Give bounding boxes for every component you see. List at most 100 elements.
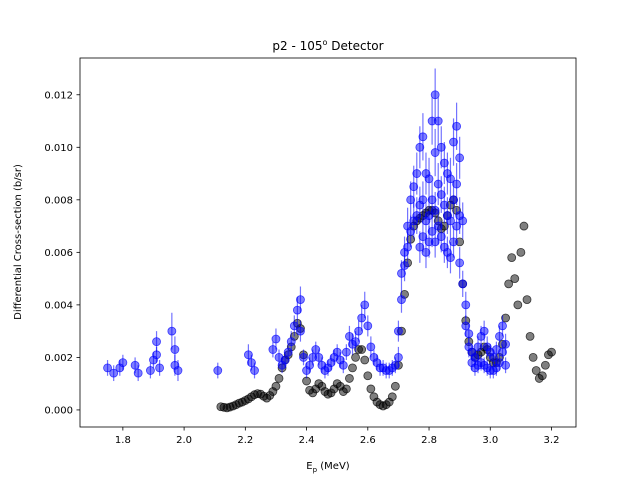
data-point xyxy=(152,350,161,360)
y-tick-label: 0.012 xyxy=(44,90,73,101)
data-point xyxy=(439,158,449,168)
x-tick-label: 3.0 xyxy=(482,435,498,446)
data-point xyxy=(397,268,406,278)
data-point xyxy=(390,360,400,370)
data-point xyxy=(390,381,400,391)
data-point xyxy=(446,216,455,226)
data-point xyxy=(155,363,165,373)
data-point xyxy=(531,366,541,375)
data-point xyxy=(341,384,351,394)
data-point xyxy=(430,148,440,157)
data-point xyxy=(418,132,428,142)
axes xyxy=(79,57,577,428)
data-point xyxy=(357,345,367,354)
data-point xyxy=(130,360,140,370)
axes-frame xyxy=(79,57,577,428)
data-point xyxy=(360,300,370,310)
data-point xyxy=(268,345,278,354)
y-tick-label: 0.002 xyxy=(44,353,73,364)
data-point xyxy=(271,381,281,391)
data-point xyxy=(173,366,183,375)
data-point xyxy=(406,226,416,236)
x-axis-title: Ep (MeV) xyxy=(306,461,349,474)
data-point xyxy=(394,326,403,336)
x-tick-label: 1.8 xyxy=(115,435,131,446)
data-point xyxy=(415,142,425,152)
data-point xyxy=(430,237,440,247)
data-point xyxy=(247,358,256,368)
data-point xyxy=(449,237,458,247)
data-point xyxy=(415,242,425,252)
data-point xyxy=(394,353,403,362)
x-tick-label: 2.6 xyxy=(360,435,376,446)
data-point xyxy=(427,226,437,236)
y-tick-label: 0.010 xyxy=(44,143,73,154)
chart-title: p2 - 105o Detector xyxy=(272,38,383,53)
data-point xyxy=(418,232,428,241)
x-axis-title-main: E xyxy=(306,461,312,472)
data-point xyxy=(433,116,443,126)
data-point xyxy=(452,179,461,189)
y-tick-label: 0.004 xyxy=(44,300,73,311)
data-point xyxy=(449,137,458,147)
data-point xyxy=(109,368,119,378)
data-point xyxy=(461,321,471,331)
data-point xyxy=(338,360,348,370)
data-point xyxy=(250,366,259,375)
data-point xyxy=(289,321,299,331)
data-point xyxy=(299,353,308,362)
data-point xyxy=(439,200,449,210)
data-point xyxy=(360,355,370,365)
data-point xyxy=(311,345,321,354)
data-point xyxy=(540,360,550,370)
data-point xyxy=(280,355,290,365)
data-point xyxy=(351,353,360,362)
data-point xyxy=(495,331,504,341)
data-point xyxy=(292,305,302,315)
data-point xyxy=(498,347,507,357)
data-point xyxy=(332,347,342,357)
data-point xyxy=(461,300,471,310)
data-point xyxy=(170,345,180,354)
chart-title-main: p2 - 105 xyxy=(272,39,322,53)
data-point xyxy=(103,363,112,373)
data-point xyxy=(522,295,532,305)
data-point xyxy=(366,342,376,352)
data-point xyxy=(519,221,529,231)
data-point xyxy=(283,347,293,357)
data-point xyxy=(452,121,461,131)
data-point xyxy=(433,221,443,231)
data-point xyxy=(452,221,461,231)
data-point xyxy=(513,300,523,310)
data-point xyxy=(403,242,413,252)
data-point xyxy=(510,274,520,284)
data-point xyxy=(458,279,468,289)
data-point xyxy=(528,353,538,362)
data-point xyxy=(488,353,498,362)
data-point xyxy=(357,313,367,323)
data-point xyxy=(296,295,305,305)
data-point xyxy=(516,247,526,257)
data-point xyxy=(537,371,547,381)
data-point xyxy=(341,347,351,357)
data-point xyxy=(479,326,489,336)
x-tick-label: 2.4 xyxy=(299,435,315,446)
data-point xyxy=(406,195,416,205)
data-point xyxy=(351,337,360,347)
data-point xyxy=(525,331,535,341)
data-point xyxy=(501,339,510,349)
x-tick-label: 3.2 xyxy=(544,435,560,446)
data-point xyxy=(418,195,428,205)
data-point xyxy=(424,174,434,184)
data-point xyxy=(421,247,431,257)
data-point xyxy=(348,363,357,373)
y-tick-label: 0.006 xyxy=(44,248,73,259)
data-point xyxy=(286,337,296,347)
data-point xyxy=(271,334,281,344)
data-point xyxy=(305,360,315,370)
data-point xyxy=(446,253,455,263)
data-point xyxy=(430,205,440,215)
y-axis-title: Differential Cross-section (b/sr) xyxy=(13,164,24,320)
data-point xyxy=(274,374,284,383)
